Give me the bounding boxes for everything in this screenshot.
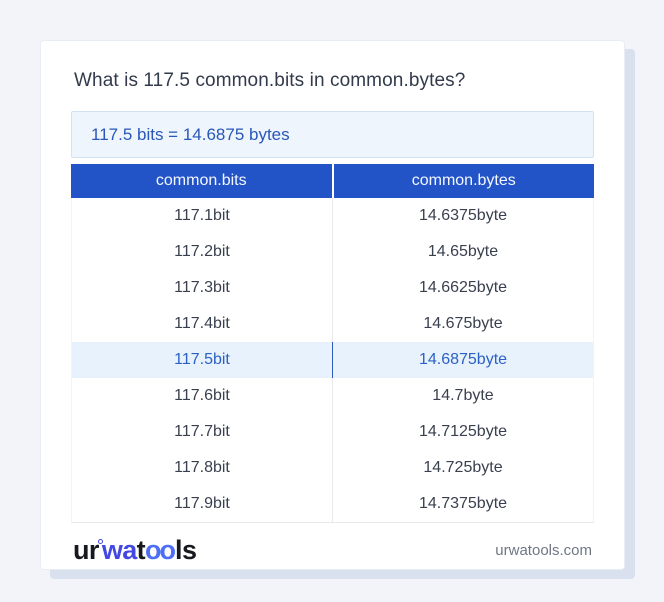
bits-cell: 117.8bit	[72, 450, 333, 486]
bytes-cell: 14.7375byte	[418, 495, 508, 512]
conversion-table: common.bits common.bytes 117.1bit 14.637…	[71, 164, 594, 523]
bits-cell: 117.5bit	[72, 342, 333, 378]
bytes-cell: 14.6375byte	[418, 207, 508, 224]
bytes-cell: 14.7125byte	[418, 423, 508, 440]
bits-cell: 117.7bit	[72, 414, 333, 450]
bytes-cell: 14.6875byte	[418, 351, 508, 368]
bytes-cell: 14.65byte	[427, 243, 499, 260]
bytes-cell: 14.675byte	[423, 315, 503, 332]
table-header-row: common.bits common.bytes	[71, 164, 594, 198]
table-row: 117.3bit 14.6625byte	[72, 270, 593, 306]
table-header-bits: common.bits	[71, 164, 334, 198]
footer-domain: urwatools.com	[495, 541, 592, 559]
logo-ring-icon	[97, 538, 103, 544]
bits-cell: 117.1bit	[72, 198, 333, 234]
logo-part-wa: wa	[101, 534, 137, 565]
bytes-cell: 14.7byte	[432, 387, 494, 404]
conversion-result-text: 117.5 bits = 14.6875 bytes	[91, 124, 290, 144]
table-row: 117.2bit 14.65byte	[72, 234, 593, 270]
bits-cell: 117.3bit	[72, 270, 333, 306]
logo-part-oo: oo	[145, 534, 176, 565]
bytes-cell: 14.725byte	[423, 459, 503, 476]
table-row: 117.6bit 14.7byte	[72, 378, 593, 414]
card-footer: ur wa t oo ls urwatools.com	[71, 523, 594, 571]
bits-cell: 117.6bit	[72, 378, 333, 414]
table-body: 117.1bit 14.6375byte 117.2bit 14.65byte …	[71, 198, 594, 523]
bytes-cell: 14.6625byte	[418, 279, 508, 296]
table-row: 117.9bit 14.7375byte	[72, 486, 593, 522]
bits-cell: 117.4bit	[72, 306, 333, 342]
page-title: What is 117.5 common.bits in common.byte…	[74, 70, 466, 91]
table-row: 117.7bit 14.7125byte	[72, 414, 593, 450]
conversion-result-box: 117.5 bits = 14.6875 bytes	[71, 111, 594, 158]
table-row: 117.1bit 14.6375byte	[72, 198, 593, 234]
table-row: 117.4bit 14.675byte	[72, 306, 593, 342]
table-row: 117.5bit 14.6875byte	[72, 342, 593, 378]
logo-part-ls: ls	[175, 534, 197, 565]
table-row: 117.8bit 14.725byte	[72, 450, 593, 486]
table-header-bytes: common.bytes	[411, 172, 516, 189]
urwatools-logo: ur wa t oo ls	[73, 534, 197, 566]
logo-part-ur: ur	[73, 534, 99, 565]
conversion-card: What is 117.5 common.bits in common.byte…	[40, 40, 625, 570]
bits-cell: 117.9bit	[72, 486, 333, 522]
logo-part-t: t	[136, 534, 146, 565]
bits-cell: 117.2bit	[72, 234, 333, 270]
